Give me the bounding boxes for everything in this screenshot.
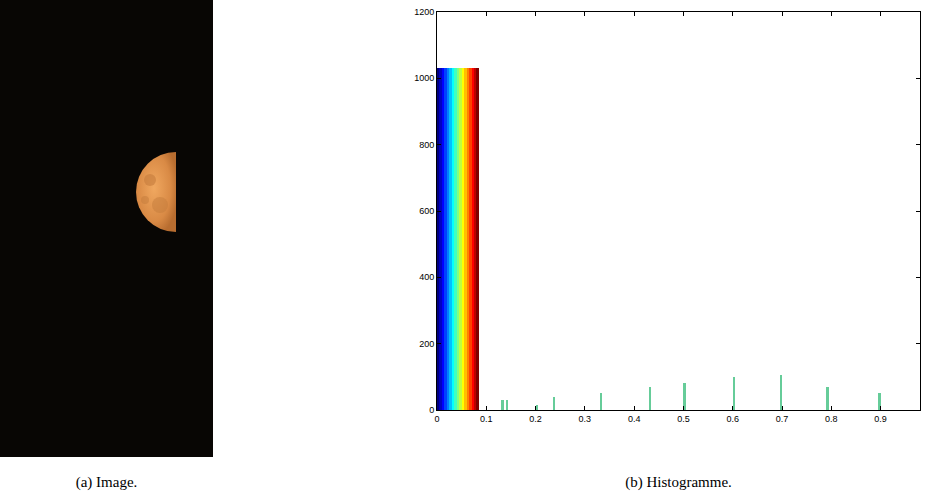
svg-text:0: 0: [434, 414, 439, 424]
svg-text:0.5: 0.5: [677, 414, 690, 424]
svg-text:200: 200: [419, 339, 434, 349]
svg-text:0.1: 0.1: [480, 414, 493, 424]
svg-text:800: 800: [419, 140, 434, 150]
svg-text:0: 0: [429, 405, 434, 415]
svg-text:0.7: 0.7: [776, 414, 789, 424]
svg-text:0.8: 0.8: [825, 414, 838, 424]
svg-text:1200: 1200: [414, 7, 434, 17]
svg-text:0.6: 0.6: [726, 414, 739, 424]
svg-text:0.2: 0.2: [529, 414, 542, 424]
svg-text:400: 400: [419, 272, 434, 282]
svg-text:0.4: 0.4: [628, 414, 641, 424]
svg-text:0.3: 0.3: [579, 414, 592, 424]
svg-text:1000: 1000: [414, 73, 434, 83]
svg-text:0.9: 0.9: [874, 414, 887, 424]
html-text:(b) Histogramme.: (b) Histogramme.: [625, 474, 732, 490]
svg-text:600: 600: [419, 206, 434, 216]
html-text:(a) Image.: (a) Image.: [75, 474, 138, 490]
